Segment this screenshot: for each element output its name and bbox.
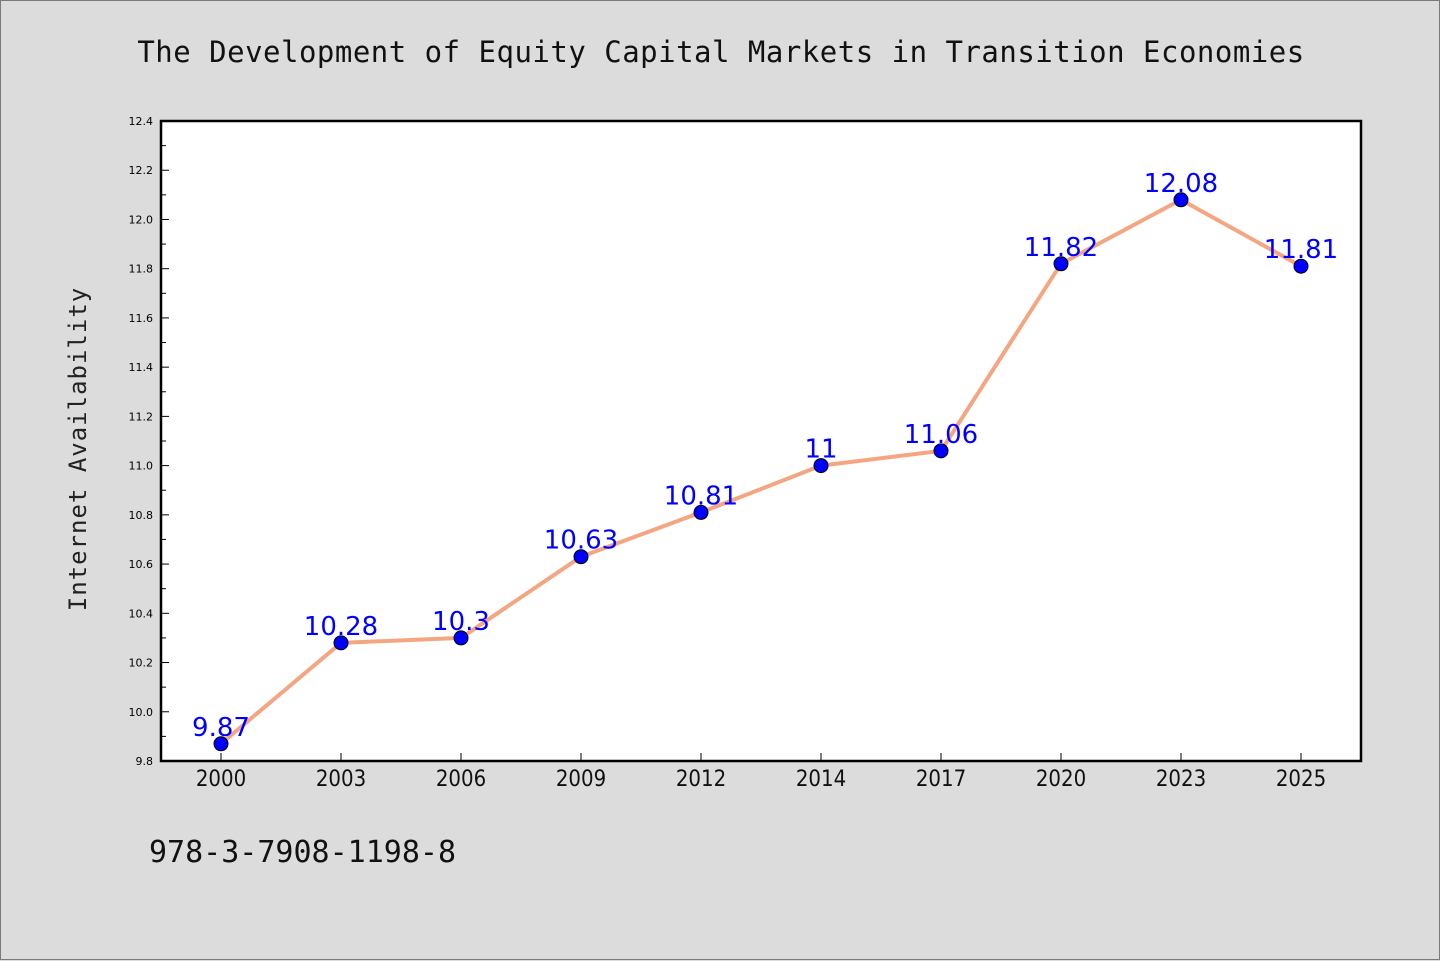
data-point <box>333 635 349 651</box>
data-label: 10.3 <box>432 607 490 637</box>
y-tick-label: 10.4 <box>129 607 154 620</box>
x-axis: 2000 2003 2006 2009 2012 2014 2017 2020 2023 2025 <box>196 753 1326 792</box>
data-point <box>813 458 829 474</box>
x-tick-label: 2014 <box>796 767 846 792</box>
y-tick-label: 12.0 <box>129 213 154 226</box>
data-labels: 9.87 10.28 10.3 10.63 10.81 11 11.06 11.82 12.08… <box>192 169 1338 743</box>
data-label: 10.81 <box>664 481 738 511</box>
data-label: 10.63 <box>544 526 618 556</box>
data-label: 9.87 <box>192 713 250 743</box>
y-tick-label: 10.0 <box>129 706 154 719</box>
data-point <box>1173 192 1189 208</box>
data-label: 12.08 <box>1144 169 1218 199</box>
data-point <box>213 736 229 752</box>
data-point <box>693 504 709 520</box>
series-line <box>219 197 1302 746</box>
series-markers <box>213 192 1309 752</box>
data-point <box>1293 258 1309 274</box>
x-tick-label: 2000 <box>196 767 246 792</box>
x-tick-label: 2023 <box>1156 767 1206 792</box>
data-label: 10.28 <box>304 612 378 642</box>
y-tick-label: 9.8 <box>136 755 154 768</box>
data-point <box>1053 256 1069 272</box>
x-tick-label: 2003 <box>316 767 366 792</box>
y-tick-label: 11.4 <box>129 361 154 374</box>
y-tick-label: 10.6 <box>129 558 154 571</box>
y-tick-label: 11.8 <box>129 263 154 276</box>
y-tick-label: 10.8 <box>129 509 154 522</box>
x-tick-label: 2025 <box>1276 767 1326 792</box>
plot-area <box>161 121 1361 761</box>
isbn-text: 978-3-7908-1198-8 <box>149 835 457 870</box>
data-label: 11.06 <box>904 420 978 450</box>
data-point <box>573 549 589 565</box>
x-tick-label: 2020 <box>1036 767 1086 792</box>
y-tick-label: 10.2 <box>129 657 154 670</box>
y-tick-label: 11.6 <box>129 312 154 325</box>
x-tick-label: 2009 <box>556 767 606 792</box>
y-tick-label: 11.2 <box>129 410 154 423</box>
chart-title: The Development of Equity Capital Market… <box>137 35 1305 69</box>
y-tick-label: 12.4 <box>129 115 154 128</box>
data-point <box>453 630 469 646</box>
y-axis: 9.8 10.0 10.2 10.4 10.6 10.8 11.0 11.2 11.4 11.6 1… <box>129 115 169 768</box>
y-tick-label: 12.2 <box>129 164 154 177</box>
data-label: 11.82 <box>1024 233 1098 263</box>
x-tick-label: 2012 <box>676 767 726 792</box>
plot-frame <box>159 119 1363 763</box>
x-tick-label: 2017 <box>916 767 966 792</box>
data-label: 11.81 <box>1264 235 1338 265</box>
data-point <box>933 443 949 459</box>
data-label: 11 <box>804 435 837 465</box>
x-tick-label: 2006 <box>436 767 486 792</box>
y-tick-label: 11.0 <box>129 460 154 473</box>
